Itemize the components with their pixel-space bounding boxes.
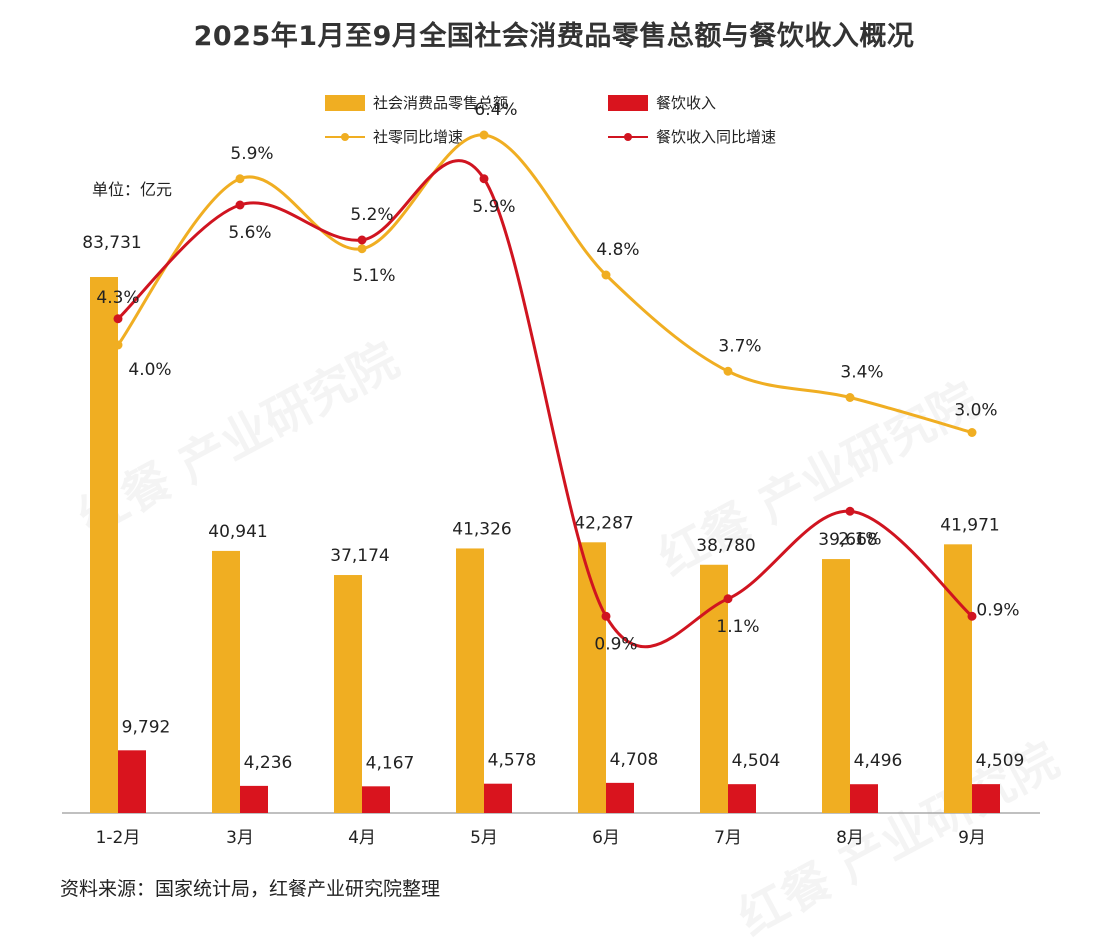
point-catering-growth — [357, 235, 367, 245]
point-retail-growth — [479, 130, 489, 140]
x-tick-label: 3月 — [226, 828, 254, 848]
x-tick-label: 4月 — [348, 828, 376, 848]
point-catering-growth — [601, 611, 611, 621]
label-retail-growth: 5.1% — [352, 266, 395, 286]
point-retail-growth — [845, 393, 855, 402]
legend-retail-growth: 社零同比增速 — [325, 126, 463, 147]
label-catering-growth: 0.9% — [976, 600, 1019, 620]
point-retail-growth — [601, 270, 611, 280]
point-catering-growth — [723, 594, 733, 604]
point-retail-growth — [723, 366, 733, 376]
label-catering-growth: 5.9% — [472, 197, 515, 217]
x-tick-label: 5月 — [470, 828, 498, 848]
label-catering-growth: 5.2% — [350, 205, 393, 225]
bar-retail-total — [944, 544, 972, 813]
legend-catering-label: 餐饮收入 — [656, 94, 717, 112]
label-catering-growth: 0.9% — [594, 634, 637, 654]
label-retail-total: 41,326 — [452, 519, 511, 539]
point-retail-growth — [113, 340, 123, 350]
legend-catering-growth-swatch — [608, 129, 648, 145]
label-retail-total: 38,780 — [696, 536, 755, 556]
label-retail-total: 40,941 — [208, 522, 267, 542]
bar-catering-revenue — [972, 784, 1000, 813]
bar-catering-revenue — [484, 783, 512, 813]
bar-retail-total — [212, 550, 240, 813]
bar-retail-total — [456, 548, 484, 813]
point-retail-growth — [357, 244, 367, 254]
label-catering-revenue: 4,236 — [244, 753, 293, 773]
label-retail-growth: 5.9% — [230, 144, 273, 164]
chart-svg: 83,731 9,792 1-2月 40,941 4,236 3月 37,174 4,167 4… — [62, 100, 1040, 848]
point-catering-growth — [479, 174, 489, 184]
x-tick-label: 9月 — [958, 828, 986, 848]
label-catering-growth: 4.3% — [96, 288, 139, 308]
bar-catering-revenue — [118, 750, 146, 813]
point-retail-growth — [967, 428, 977, 437]
label-catering-revenue: 9,792 — [122, 717, 171, 737]
point-catering-growth — [845, 506, 855, 516]
label-retail-growth: 4.0% — [128, 360, 171, 380]
x-tick-label: 8月 — [836, 828, 864, 848]
label-catering-revenue: 4,708 — [610, 750, 659, 770]
x-tick-label: 6月 — [592, 828, 620, 848]
label-retail-total: 37,174 — [330, 546, 389, 566]
label-retail-growth: 4.8% — [596, 240, 639, 260]
legend-catering-swatch — [608, 94, 648, 111]
bar-retail-total — [822, 559, 850, 813]
bar-catering-revenue — [240, 785, 268, 813]
label-retail-total: 39,668 — [818, 530, 877, 550]
x-tick-label: 7月 — [714, 828, 742, 848]
unit-label: 单位：亿元 — [92, 180, 173, 199]
bar-retail-total — [90, 277, 118, 813]
legend-retail-growth-label: 社零同比增速 — [373, 128, 464, 146]
legend-retail-growth-swatch — [325, 129, 365, 145]
label-catering-revenue: 4,504 — [732, 751, 781, 771]
label-catering-growth: 1.1% — [716, 617, 759, 637]
legend-retail-swatch — [325, 94, 365, 111]
bar-catering-revenue — [606, 782, 634, 813]
bar-catering-revenue — [728, 784, 756, 813]
point-catering-growth — [235, 200, 245, 210]
label-retail-growth: 3.7% — [718, 336, 761, 356]
legend-catering-growth: 餐饮收入同比增速 — [608, 126, 776, 147]
label-retail-growth: 3.4% — [840, 363, 883, 383]
label-retail-total: 41,971 — [940, 515, 999, 535]
label-retail-total: 83,731 — [82, 233, 141, 253]
label-retail-growth: 3.0% — [954, 401, 997, 421]
x-tick-label: 1-2月 — [96, 828, 141, 848]
label-catering-revenue: 4,496 — [854, 751, 903, 771]
label-catering-revenue: 4,578 — [488, 751, 537, 771]
legend-retail-label: 社会消费品零售总额 — [373, 94, 509, 112]
bar-catering-revenue — [362, 786, 390, 813]
label-catering-revenue: 4,509 — [976, 751, 1025, 771]
point-catering-growth — [113, 314, 123, 324]
point-catering-growth — [967, 611, 977, 621]
chart-title: 2025年1月至9月全国社会消费品零售总额与餐饮收入概况 — [193, 21, 915, 52]
bar-catering-revenue — [850, 784, 878, 813]
legend-catering-growth-label: 餐饮收入同比增速 — [656, 128, 777, 146]
label-catering-growth: 5.6% — [228, 223, 271, 243]
source-note: 资料来源：国家统计局，红餐产业研究院整理 — [60, 878, 441, 900]
bar-retail-total — [334, 575, 362, 813]
label-catering-revenue: 4,167 — [366, 753, 415, 773]
label-retail-total: 42,287 — [574, 513, 633, 533]
label-retail-growth: 6.4% — [474, 100, 517, 120]
legend-retail-total: 社会消费品零售总额 — [325, 92, 508, 113]
label-catering-growth: 2.1% — [838, 529, 881, 549]
line-catering-growth — [116, 159, 973, 649]
point-retail-growth — [235, 174, 245, 184]
legend-catering-revenue: 餐饮收入 — [608, 92, 716, 113]
